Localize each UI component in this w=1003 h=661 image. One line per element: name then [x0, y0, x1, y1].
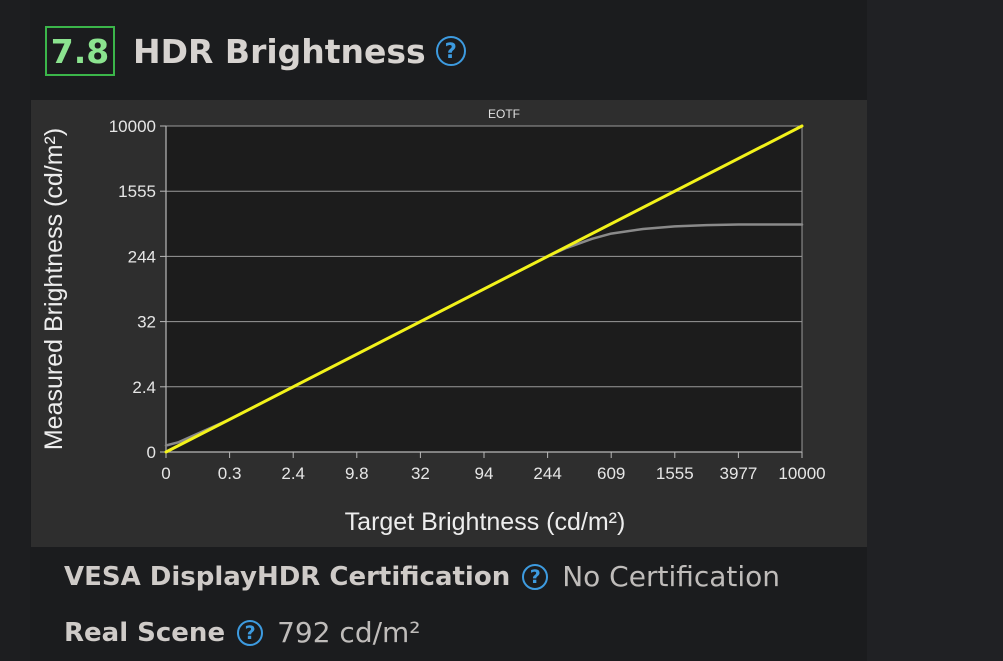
y-tick-label: 244 — [128, 247, 156, 266]
x-tick-label: 94 — [475, 464, 494, 483]
y-tick-label: 32 — [137, 313, 156, 332]
score-badge: 7.8 — [45, 26, 115, 76]
real-scene-value: 792 cd/m² — [277, 616, 421, 649]
certification-row: VESA DisplayHDR Certification ? No Certi… — [64, 560, 780, 593]
x-tick-label: 2.4 — [281, 464, 305, 483]
real-scene-row: Real Scene ? 792 cd/m² — [64, 616, 421, 649]
section-title: HDR Brightness — [133, 31, 426, 71]
x-tick-label: 244 — [533, 464, 561, 483]
chart-svg: 0 2.4 32 244 1555 10000 0 0.3 2.4 9.8 32 94 244 609 15… — [40, 107, 826, 536]
chart-title: EOTF — [488, 107, 520, 121]
x-tick-label: 10000 — [778, 464, 825, 483]
certification-value: No Certification — [562, 560, 781, 593]
certification-label: VESA DisplayHDR Certification — [64, 561, 511, 592]
help-icon[interactable]: ? — [435, 36, 466, 66]
help-icon[interactable]: ? — [522, 563, 549, 590]
x-tick-label: 9.8 — [345, 464, 369, 483]
y-tick-label: 0 — [147, 443, 156, 462]
x-axis-label: Target Brightness (cd/m²) — [345, 508, 626, 536]
page-background-right — [867, 0, 1003, 661]
help-icon[interactable]: ? — [237, 619, 264, 646]
y-axis-label: Measured Brightness (cd/m²) — [40, 128, 68, 450]
y-tick-label: 10000 — [109, 117, 156, 136]
y-tick-label: 2.4 — [132, 378, 156, 397]
x-tick-label: 1555 — [656, 464, 694, 483]
section-header: 7.8 HDR Brightness ? — [45, 24, 466, 78]
x-tick-label: 0 — [161, 464, 170, 483]
target-eotf-line — [164, 124, 804, 454]
real-scene-label: Real Scene — [64, 617, 226, 648]
x-tick-label: 32 — [411, 464, 430, 483]
x-tick-label: 3977 — [719, 464, 757, 483]
x-tick-label: 609 — [597, 464, 625, 483]
y-tick-label: 1555 — [118, 182, 156, 201]
eotf-chart: 0 2.4 32 244 1555 10000 0 0.3 2.4 9.8 32 94 244 609 15… — [31, 100, 867, 547]
x-tick-label: 0.3 — [218, 464, 242, 483]
